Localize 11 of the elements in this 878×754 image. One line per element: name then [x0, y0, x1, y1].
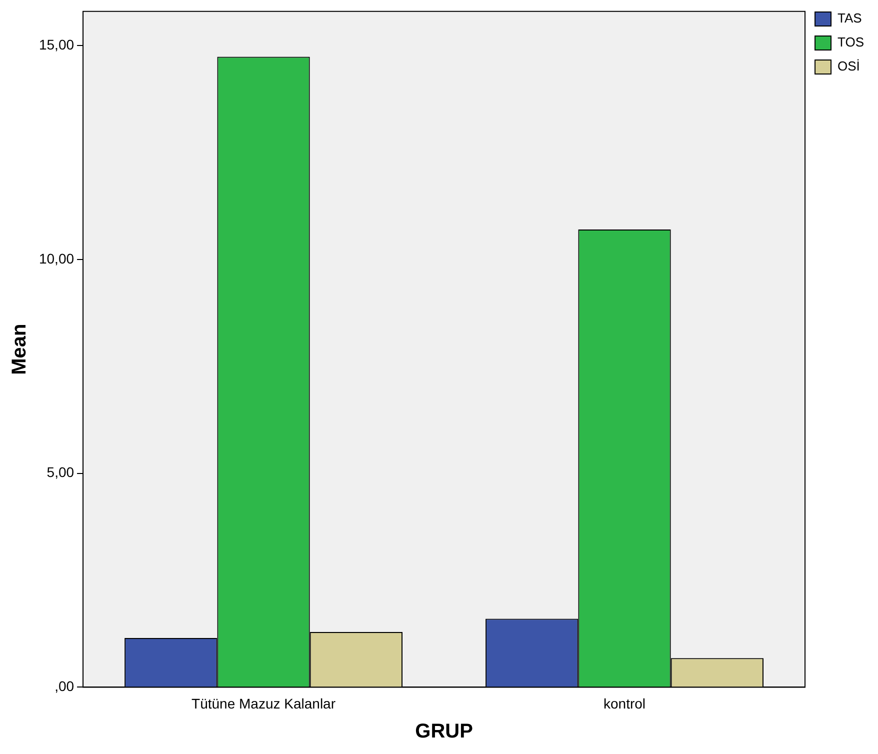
legend-label: OSİ: [838, 58, 860, 74]
x-tick-label: Tütüne Mazuz Kalanlar: [192, 695, 336, 712]
y-tick-label: ,00: [54, 678, 74, 694]
legend-label: TOS: [838, 34, 864, 50]
x-axis-title: GRUP: [415, 720, 473, 743]
legend-label: TAS: [838, 10, 862, 26]
y-tick-label: 15,00: [38, 36, 74, 52]
x-tick-label: kontrol: [604, 695, 646, 712]
y-tick-label: 10,00: [38, 250, 74, 266]
y-tick-label: 5,00: [46, 464, 74, 480]
y-axis-title: Mean: [8, 324, 31, 375]
